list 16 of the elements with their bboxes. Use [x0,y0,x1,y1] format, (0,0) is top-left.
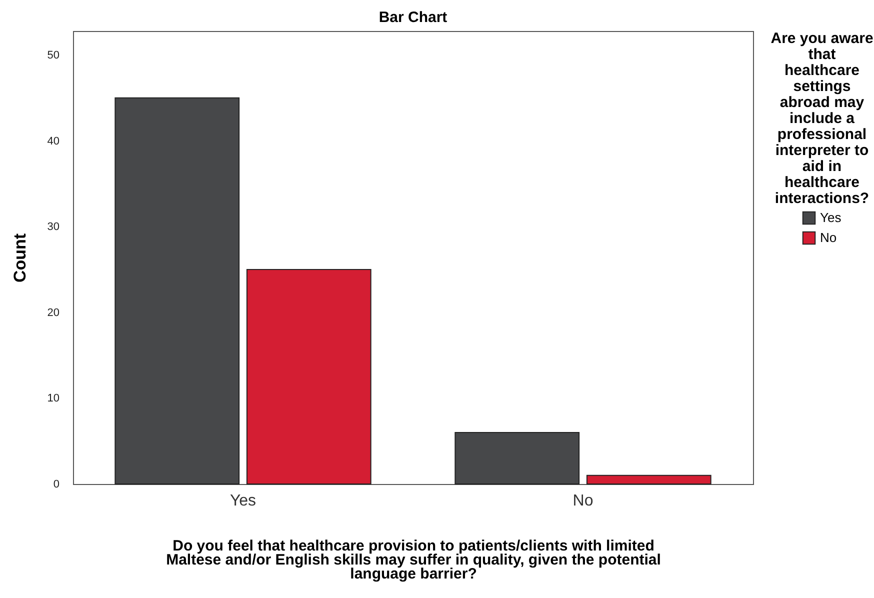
bar [454,432,580,484]
x-axis-title: Do you feel that healthcare provision to patients/clients with limited Maltese and/or English skills may suffer in quality, given the potential language barrier? [166,538,661,582]
y-tick-label: 40 [47,135,60,148]
y-tick-label: 50 [47,50,60,62]
y-axis-title: Count [10,233,30,283]
y-tick-label: 20 [47,306,60,319]
bar [114,97,240,484]
legend-label: Yes [820,210,842,225]
legend-label: No [820,230,837,245]
y-tick-label: 30 [47,221,60,234]
chart-title: Bar Chart [378,9,448,26]
y-tick-label: 0 [53,478,60,490]
bar [586,474,712,484]
text: Are you aware that healthcare settings abroad may include a professional interpreter to aid in healthcare interactions? [770,30,874,207]
y-tick-label: 10 [47,392,60,405]
bar [246,269,372,484]
